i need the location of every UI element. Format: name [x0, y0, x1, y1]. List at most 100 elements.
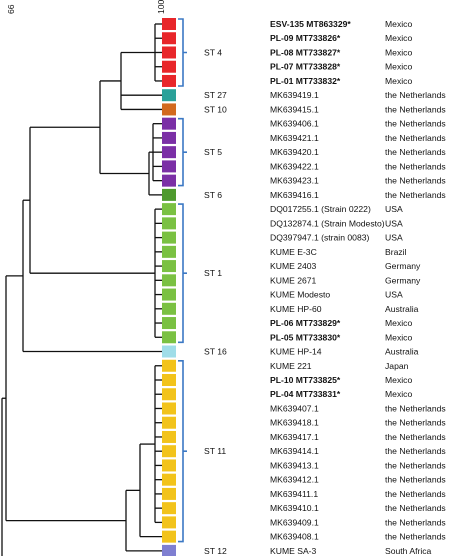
leaf-country-label: the Netherlands	[385, 475, 446, 485]
leaf-name-label: MK639409.1	[270, 517, 319, 527]
sequence-type-square	[162, 217, 176, 230]
leaf-name-label: PL-10 MT733825*	[270, 375, 341, 385]
leaf-country-label: the Netherlands	[385, 532, 446, 542]
sequence-type-label: ST 5	[204, 147, 222, 157]
sequence-type-bracket	[178, 360, 187, 543]
sequence-type-square	[162, 359, 176, 372]
sequence-type-square	[162, 231, 176, 244]
leaf-country-label: Mexico	[385, 33, 412, 43]
leaf-name-label: MK639416.1	[270, 190, 319, 200]
leaf-country-label: Mexico	[385, 332, 412, 342]
leaf-country-label: the Netherlands	[385, 517, 446, 527]
sequence-type-square	[162, 544, 176, 556]
sequence-type-square	[162, 245, 176, 258]
sequence-type-square	[162, 74, 176, 87]
leaf-name-label: KUME Modesto	[270, 290, 330, 300]
leaf-name-label: MK639407.1	[270, 403, 319, 413]
sequence-type-square	[162, 317, 176, 330]
leaf-country-label: Mexico	[385, 47, 412, 57]
leaf-country-label: the Netherlands	[385, 503, 446, 513]
sequence-type-square	[162, 274, 176, 287]
leaf-name-label: PL-01 MT733832*	[270, 76, 341, 86]
leaf-country-label: Australia	[385, 347, 419, 357]
sequence-type-color-column	[162, 18, 176, 556]
sequence-type-square	[162, 89, 176, 102]
sequence-type-square	[162, 18, 176, 30]
leaf-name-label: MK639422.1	[270, 161, 319, 171]
sequence-type-square	[162, 445, 176, 458]
sequence-type-square	[162, 288, 176, 301]
leaf-name-label: DQ017255.1 (Strain 0222)	[270, 204, 371, 214]
sequence-type-square	[162, 32, 176, 45]
leaf-name-label: MK639411.1	[270, 489, 318, 499]
leaf-country-label: USA	[385, 218, 403, 228]
sequence-type-square	[162, 46, 176, 59]
sequence-type-square	[162, 260, 176, 273]
sequence-type-square	[162, 430, 176, 443]
sequence-type-square	[162, 60, 176, 73]
leaf-name-label: DQ397947.1 (strain 0083)	[270, 233, 370, 243]
sequence-type-square	[162, 331, 176, 344]
leaf-country-label: the Netherlands	[385, 190, 446, 200]
sequence-type-square	[162, 487, 176, 500]
sequence-type-square	[162, 374, 176, 386]
leaf-country-label: Japan	[385, 361, 409, 371]
leaf-name-label: KUME E-3C	[270, 247, 317, 257]
leaf-country-label: Mexico	[385, 62, 412, 72]
leaf-name-label: PL-06 MT733829*	[270, 318, 341, 328]
leaf-name-label: MK639419.1	[270, 90, 319, 100]
leaf-name-label: MK639417.1	[270, 432, 319, 442]
leaf-country-label: the Netherlands	[385, 133, 446, 143]
sequence-type-square	[162, 131, 176, 144]
leaf-name-label: MK639406.1	[270, 119, 319, 129]
leaf-name-label: PL-07 MT733828*	[270, 62, 341, 72]
leaf-country-label: the Netherlands	[385, 418, 446, 428]
leaf-name-label: KUME SA-3	[270, 546, 317, 556]
leaf-country-label: Germany	[385, 261, 421, 271]
sequence-type-square	[162, 473, 176, 486]
sequence-type-square	[162, 416, 176, 429]
sequence-type-square	[162, 388, 176, 401]
leaf-name-label: ESV-135 MT863329*	[270, 19, 351, 29]
leaf-name-label: MK639420.1	[270, 147, 319, 157]
sequence-type-label: ST 6	[204, 190, 222, 200]
dendrogram-tree	[1, 23, 162, 556]
leaf-country-label: Mexico	[385, 318, 412, 328]
leaf-country-label: Mexico	[385, 389, 412, 399]
leaf-name-label: MK639421.1	[270, 133, 319, 143]
leaf-labels: ESV-135 MT863329* Mexico PL-09 MT733826* Me…	[270, 19, 446, 556]
leaf-name-label: MK639418.1	[270, 418, 319, 428]
scale-right-label: 100	[156, 0, 166, 14]
leaf-country-label: Australia	[385, 304, 419, 314]
sequence-type-brackets: ST 4 ST 27 ST 10 ST 5 ST 6 ST 1 ST 16 ST 11 ST 1…	[178, 18, 227, 556]
leaf-name-label: MK639414.1	[270, 446, 319, 456]
leaf-name-label: MK639412.1	[270, 475, 319, 485]
sequence-type-square	[162, 174, 176, 187]
sequence-type-square	[162, 146, 176, 159]
sequence-type-label: ST 16	[204, 347, 227, 357]
leaf-name-label: MK639423.1	[270, 176, 319, 186]
leaf-country-label: Germany	[385, 275, 421, 285]
sequence-type-square	[162, 502, 176, 515]
sequence-type-bracket	[178, 18, 187, 87]
sequence-type-square	[162, 103, 176, 116]
sequence-type-label: ST 27	[204, 90, 227, 100]
leaf-country-label: the Netherlands	[385, 432, 446, 442]
leaf-country-label: USA	[385, 233, 403, 243]
leaf-name-label: MK639410.1	[270, 503, 319, 513]
sequence-type-square	[162, 402, 176, 415]
leaf-country-label: the Netherlands	[385, 147, 446, 157]
leaf-country-label: the Netherlands	[385, 460, 446, 470]
sequence-type-label: ST 4	[204, 47, 222, 57]
sequence-type-square	[162, 302, 176, 315]
leaf-country-label: the Netherlands	[385, 489, 446, 499]
leaf-country-label: USA	[385, 204, 403, 214]
leaf-name-label: PL-05 MT733830*	[270, 332, 341, 342]
sequence-type-label: ST 11	[204, 446, 226, 456]
leaf-name-label: MK639408.1	[270, 532, 319, 542]
leaf-country-label: the Netherlands	[385, 119, 446, 129]
leaf-country-label: Mexico	[385, 19, 412, 29]
sequence-type-square	[162, 117, 176, 130]
leaf-country-label: Brazil	[385, 247, 407, 257]
sequence-type-square	[162, 203, 176, 216]
